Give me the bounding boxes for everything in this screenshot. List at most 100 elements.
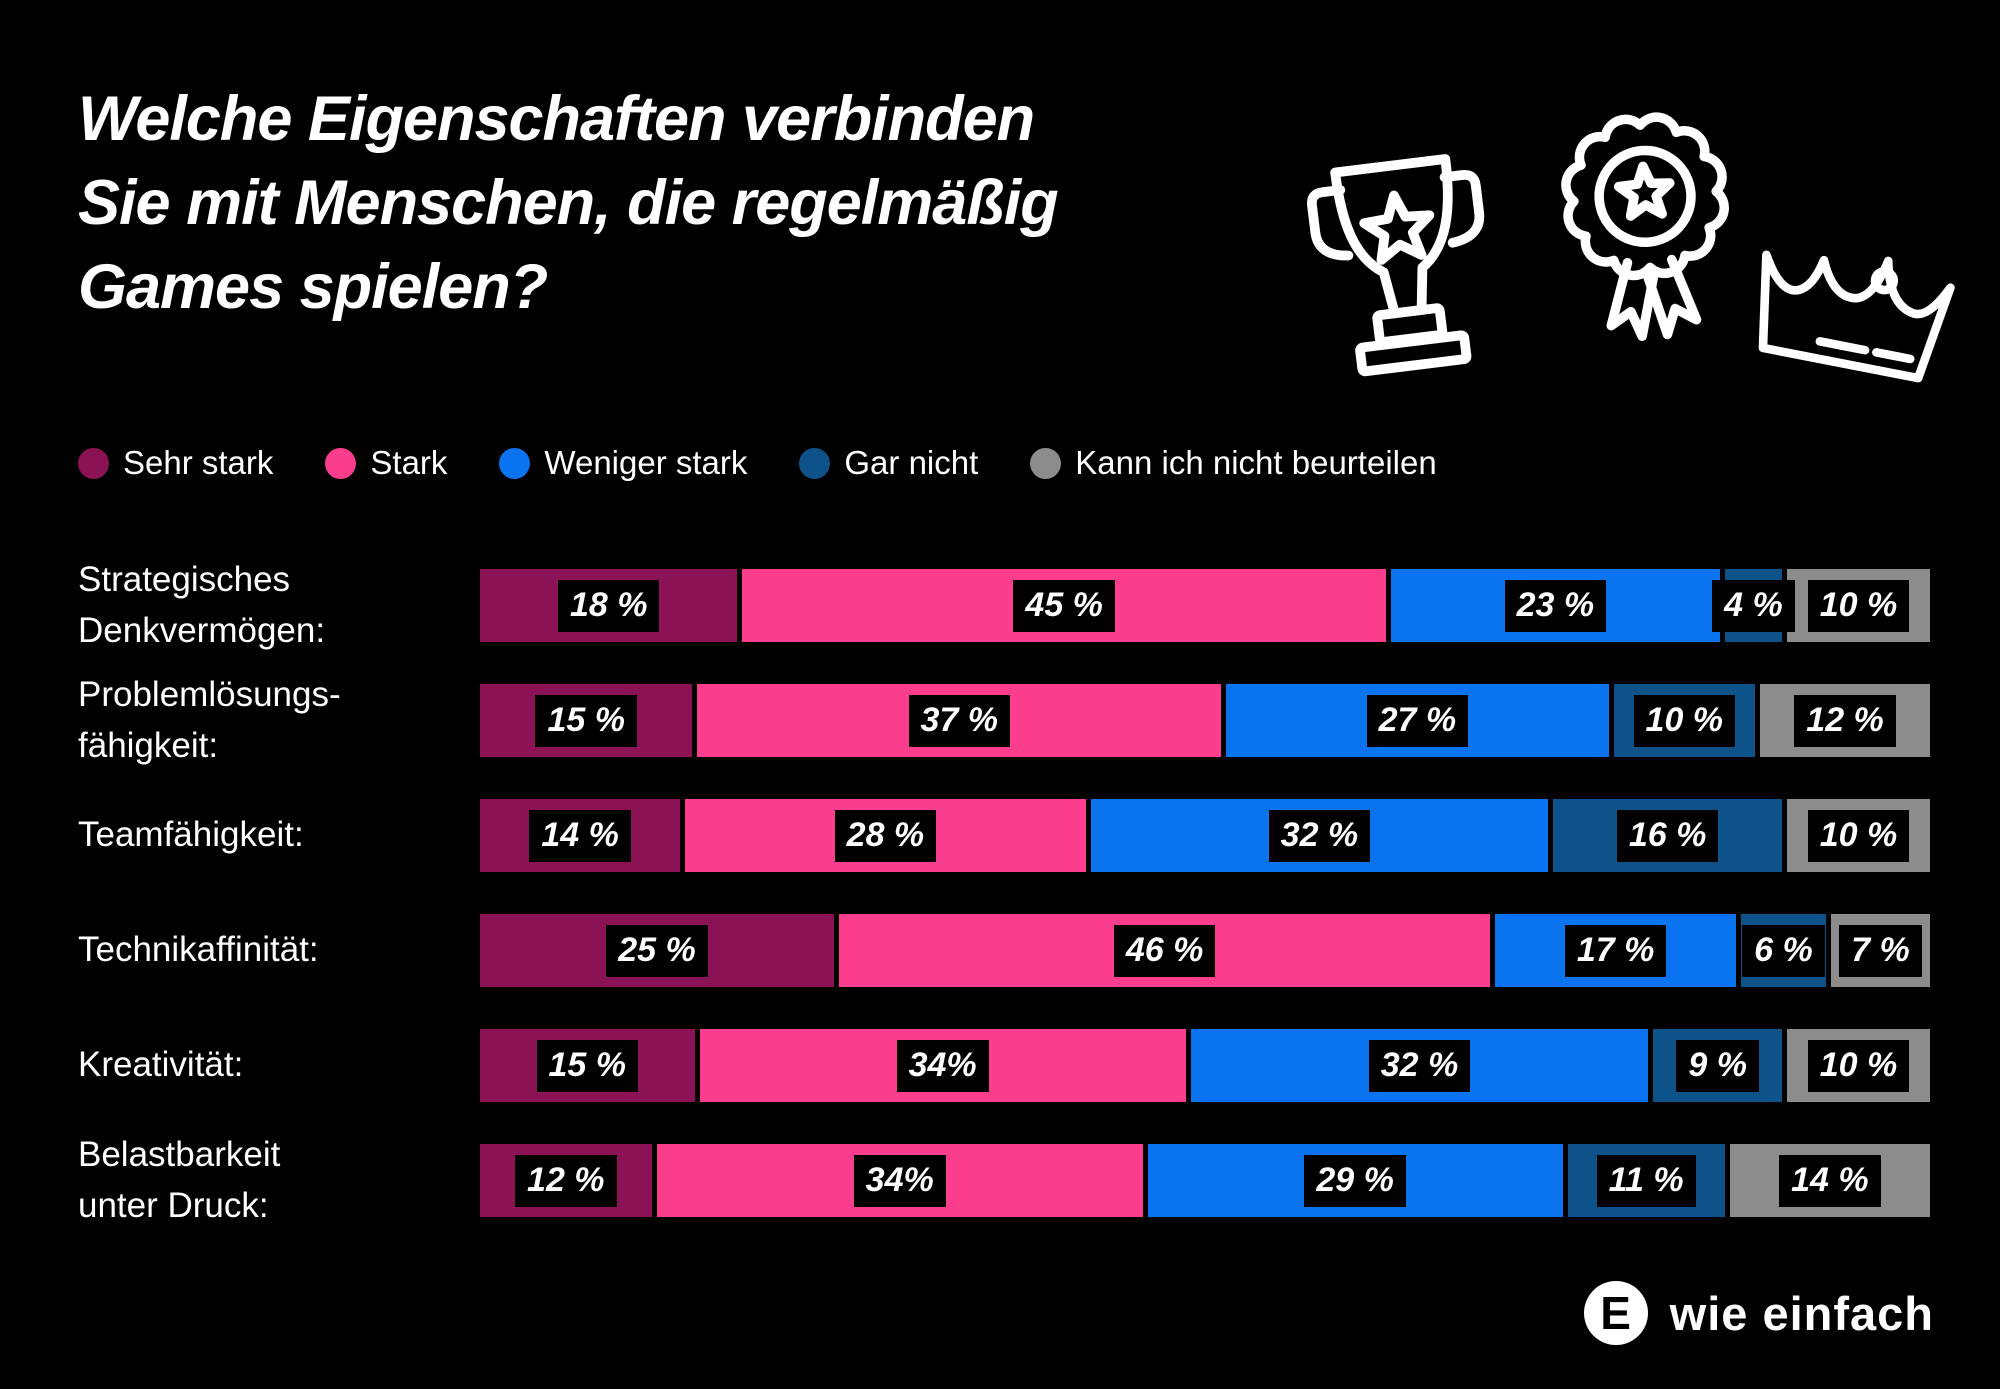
segment-value-label: 6 % <box>1742 924 1825 977</box>
row-label: Teamfähigkeit: <box>78 810 480 861</box>
segment-value-label: 46 % <box>1113 924 1216 977</box>
legend-label: Gar nicht <box>844 444 979 481</box>
stacked-bar: 25 % 46 % 17 % 6 % 7 % <box>480 914 1930 987</box>
segment-value-label: 17 % <box>1564 924 1667 977</box>
segment-value-label: 34% <box>896 1039 989 1092</box>
segment-value-label: 10 % <box>1807 579 1910 632</box>
legend-color-dot <box>499 447 531 479</box>
segment-value-label: 10 % <box>1633 694 1736 747</box>
legend: Sehr stark Stark Weniger stark Gar nicht… <box>78 444 1437 482</box>
segment-value-label: 11 % <box>1596 1154 1696 1207</box>
legend-label: Kann ich nicht beurteilen <box>1075 444 1437 481</box>
row-label-line: fähigkeit: <box>78 725 219 765</box>
legend-item-5: Kann ich nicht beurteilen <box>1030 444 1437 482</box>
segment-value-label: 32 % <box>1268 809 1371 862</box>
legend-item-1: Sehr stark <box>78 444 273 482</box>
segment-value-label: 14 % <box>529 809 631 862</box>
bar-segment-1: 25 % <box>480 914 834 987</box>
bar-segment-2: 28 % <box>685 799 1086 872</box>
bar-segment-1: 15 % <box>480 684 693 757</box>
logo-mark: E <box>1583 1281 1648 1345</box>
segment-value-label: 12 % <box>1794 694 1896 747</box>
chart-row-4: Technikaffinität: 25 % 46 % 17 % 6 % 7 % <box>78 893 1930 1008</box>
title-line-2: Sie mit Menschen, die regelmäßig <box>78 167 1059 238</box>
bar-segment-3: 17 % <box>1495 914 1736 987</box>
row-label-line: Teamfähigkeit: <box>78 815 304 855</box>
row-label-line: Kreativität: <box>78 1045 244 1085</box>
segment-value-label: 27 % <box>1366 694 1469 747</box>
legend-color-dot <box>799 447 831 479</box>
stacked-bar: 12 % 34% 29 % 11 % 14 % <box>480 1144 1930 1217</box>
legend-color-dot <box>1030 447 1062 479</box>
legend-color-dot <box>78 447 109 479</box>
chart-row-6: Belastbarkeit unter Druck: 12 % 34% 29 % 11 … <box>78 1123 1930 1238</box>
bar-segment-3: 32 % <box>1090 799 1549 872</box>
title-line-3: Games spielen? <box>78 251 548 322</box>
bar-segment-5: 7 % <box>1830 914 1930 987</box>
bar-segment-1: 15 % <box>480 1029 695 1102</box>
bar-segment-3: 32 % <box>1190 1029 1649 1102</box>
page-title: Welche Eigenschaften verbinden Sie mit M… <box>78 78 1318 329</box>
legend-label: Sehr stark <box>123 444 274 481</box>
segment-value-label: 10 % <box>1807 1039 1910 1092</box>
bar-segment-5: 12 % <box>1760 684 1930 757</box>
legend-item-2: Stark <box>325 444 447 482</box>
segment-value-label: 23 % <box>1504 579 1607 632</box>
segment-value-label: 25 % <box>606 924 708 977</box>
row-label-line: Technikaffinität: <box>78 930 319 970</box>
bar-segment-2: 34% <box>656 1144 1143 1217</box>
segment-value-label: 10 % <box>1807 809 1910 862</box>
segment-value-label: 15 % <box>535 694 637 747</box>
segment-value-label: 32 % <box>1368 1039 1471 1092</box>
stacked-bar: 15 % 34% 32 % 9 % 10 % <box>480 1029 1930 1102</box>
segment-value-label: 34% <box>853 1154 946 1207</box>
segment-value-label: 12 % <box>515 1154 617 1207</box>
bar-segment-2: 46 % <box>838 914 1491 987</box>
bar-segment-5: 14 % <box>1729 1144 1930 1217</box>
bar-segment-2: 37 % <box>697 684 1222 757</box>
bar-segment-1: 14 % <box>480 799 681 872</box>
chart-row-5: Kreativität: 15 % 34% 32 % 9 % 10 % <box>78 1008 1930 1123</box>
bar-segment-3: 29 % <box>1147 1144 1563 1217</box>
segment-value-label: 37 % <box>908 694 1011 747</box>
bar-segment-3: 23 % <box>1390 569 1720 642</box>
segment-value-label: 9 % <box>1676 1039 1759 1092</box>
stacked-bar: 18 % 45 % 23 % 4 % 10 % <box>480 569 1931 642</box>
segment-value-label: 15 % <box>536 1039 638 1092</box>
row-label-line: Problemlösungs- <box>78 674 341 714</box>
bar-segment-1: 12 % <box>480 1144 652 1217</box>
trophy-icon <box>1290 127 1515 404</box>
legend-item-4: Gar nicht <box>799 444 978 482</box>
bar-segment-1: 18 % <box>480 569 738 642</box>
brand-logo: E wie einfach <box>1583 1281 1934 1345</box>
row-label-line: Denkvermögen: <box>78 610 326 650</box>
row-label: Problemlösungs-fähigkeit: <box>78 670 480 772</box>
bar-segment-5: 10 % <box>1787 799 1930 872</box>
bar-segment-5: 10 % <box>1787 1029 1930 1102</box>
bar-segment-2: 34% <box>699 1029 1186 1102</box>
bar-segment-3: 27 % <box>1226 684 1609 757</box>
bar-segment-4: 9 % <box>1653 1029 1782 1102</box>
legend-label: Stark <box>370 444 448 481</box>
segment-value-label: 29 % <box>1304 1154 1406 1207</box>
bar-segment-2: 45 % <box>742 569 1386 642</box>
row-label-line: Strategisches <box>78 559 291 599</box>
stacked-bar: 14 % 28 % 32 % 16 % 10 % <box>480 799 1930 872</box>
legend-color-dot <box>325 447 357 479</box>
segment-value-label: 28 % <box>834 809 937 862</box>
segment-value-label: 7 % <box>1839 924 1922 977</box>
bar-segment-4: 10 % <box>1613 684 1756 757</box>
row-label-line: Belastbarkeit <box>78 1134 281 1174</box>
crown-icon <box>1721 202 1979 413</box>
title-line-1: Welche Eigenschaften verbinden <box>78 84 1035 154</box>
chart-row-3: Teamfähigkeit: 14 % 28 % 32 % 16 % 10 % <box>78 778 1930 893</box>
bar-segment-4: 4 % <box>1712 569 1795 642</box>
row-label-line: unter Druck: <box>78 1185 269 1225</box>
segment-value-label: 45 % <box>1013 579 1115 632</box>
medal-icon <box>1544 94 1751 355</box>
logo-text: wie einfach <box>1669 1286 1934 1340</box>
chart-row-1: Strategisches Denkvermögen: 18 % 45 % 23 % 4… <box>78 548 1931 663</box>
segment-value-label: 4 % <box>1712 579 1795 632</box>
legend-item-3: Weniger stark <box>499 444 747 482</box>
